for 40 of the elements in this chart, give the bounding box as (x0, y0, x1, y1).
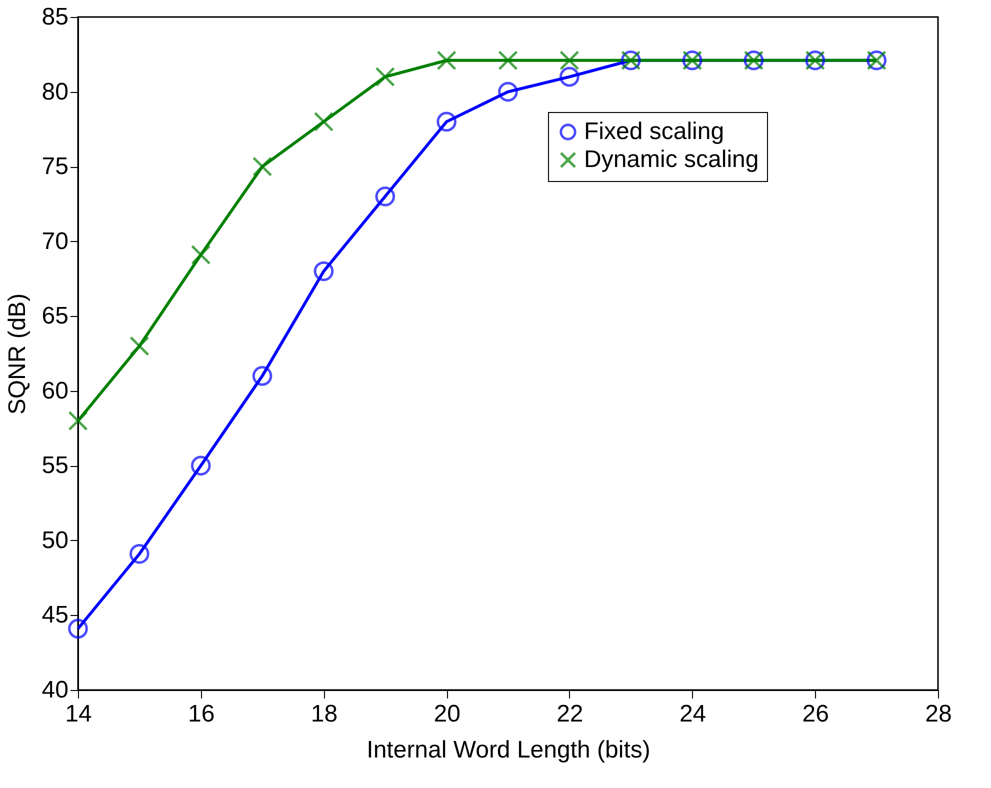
legend-label: Fixed scaling (584, 118, 724, 145)
x-tick-label: 16 (188, 700, 215, 728)
x-tick-label: 14 (65, 700, 92, 728)
point (190, 244, 211, 265)
y-tick-label: 80 (42, 78, 68, 106)
point (68, 618, 88, 639)
x-tick-label: 18 (310, 700, 338, 728)
point (190, 456, 211, 476)
y-tick-label: 45 (42, 602, 68, 629)
y-tick-label: 50 (42, 526, 68, 554)
point (252, 366, 272, 386)
point (560, 66, 580, 87)
point (498, 82, 518, 102)
x-tick-label: 26 (802, 700, 829, 728)
x-tick-label: 28 (925, 700, 952, 728)
y-tick-label: 40 (42, 676, 68, 704)
point (314, 261, 334, 282)
point (436, 112, 456, 132)
point (130, 544, 150, 564)
y-axis-title: SQNR (dB) (4, 293, 31, 415)
y-tick-label: 60 (42, 377, 68, 404)
y-tick-label: 85 (42, 4, 68, 30)
x-tick-label: 22 (556, 700, 584, 728)
point (560, 50, 580, 70)
legend-label: Dynamic scaling (584, 146, 759, 173)
y-tick-label: 55 (42, 452, 68, 480)
point (130, 336, 150, 356)
x-axis-title: Internal Word Length (bits) (366, 736, 650, 764)
point (375, 66, 396, 87)
y-tick-label: 70 (42, 228, 68, 255)
point (436, 50, 456, 70)
point (498, 50, 518, 70)
point (375, 186, 396, 206)
point (68, 410, 88, 431)
y-tick-label: 75 (42, 153, 68, 180)
x-tick-label: 24 (679, 700, 706, 728)
point (252, 156, 272, 176)
y-tick-label: 65 (42, 302, 68, 330)
point (314, 112, 334, 132)
x-tick-label: 20 (434, 700, 460, 728)
